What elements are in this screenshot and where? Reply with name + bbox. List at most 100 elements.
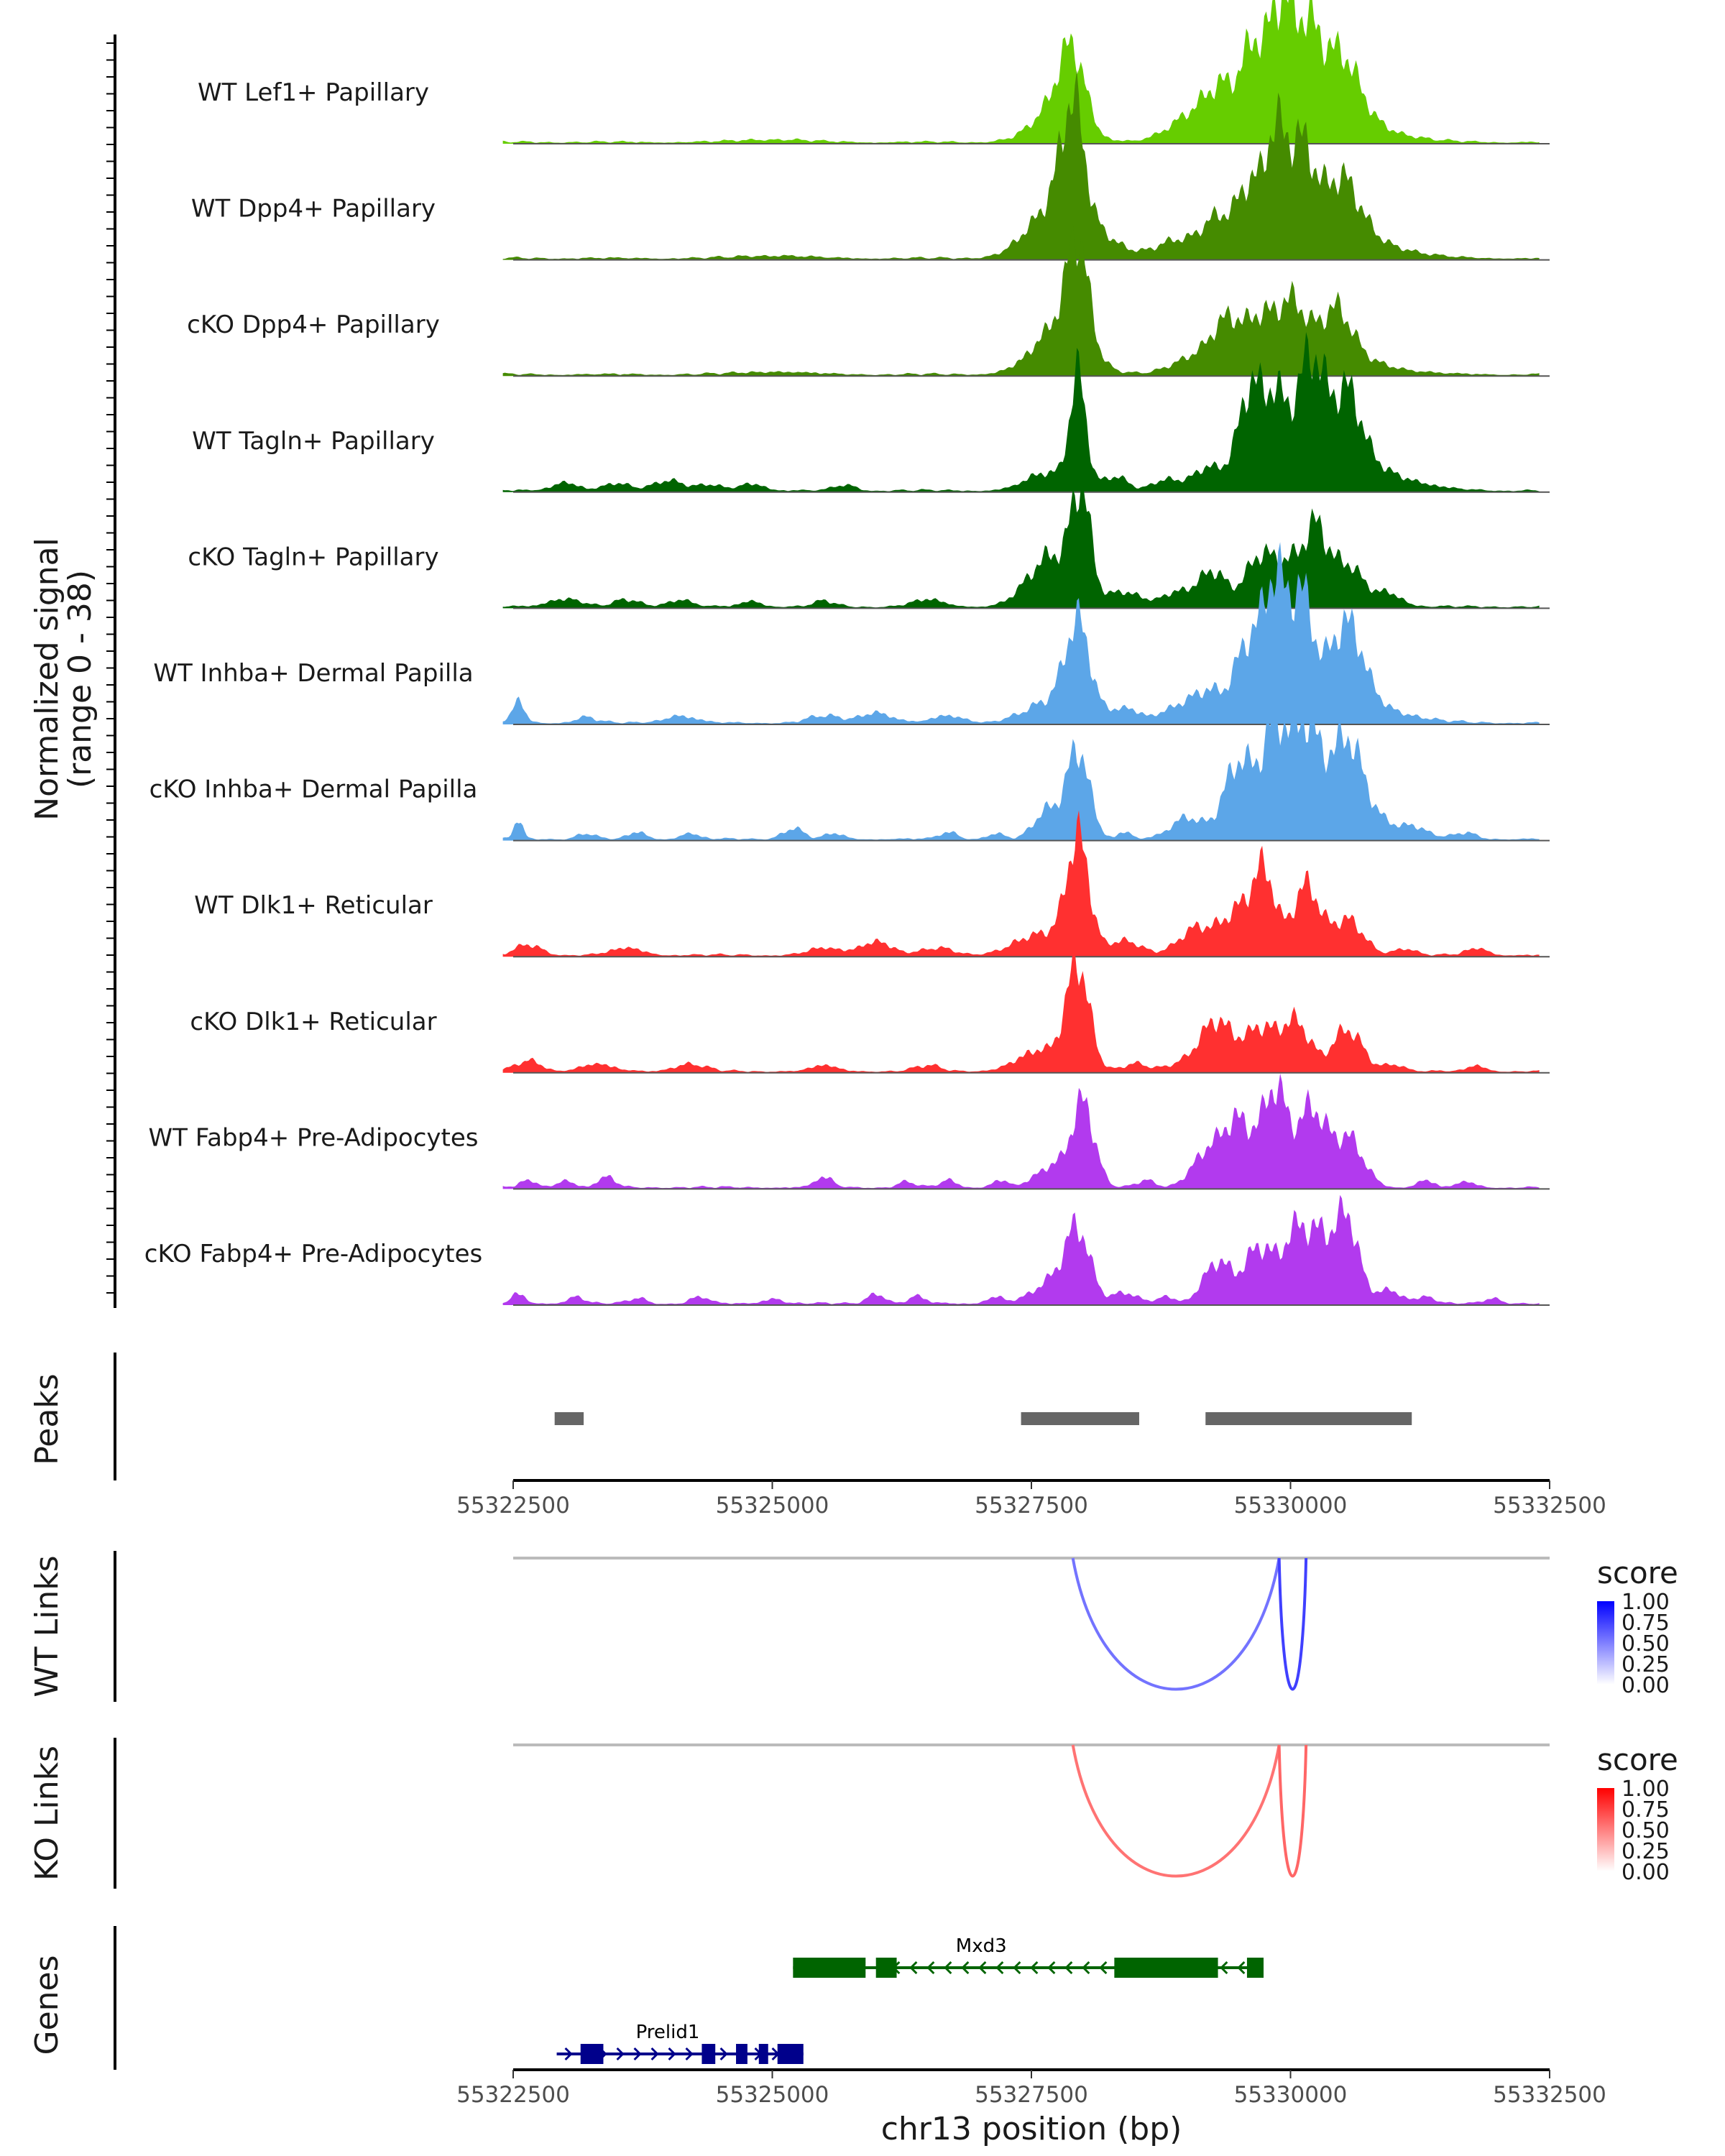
strand-arrow [1064, 1961, 1073, 1975]
coverage-area [502, 697, 1540, 841]
x-tick-label: 55330000 [1234, 2082, 1348, 2108]
link-arc [1071, 1744, 1281, 1878]
coverage-track: WT Dpp4+ Papillary [191, 70, 1550, 261]
legend-tick-label: 0.00 [1622, 1860, 1670, 1885]
track-label: WT Inhba+ Dermal Papilla [153, 659, 473, 688]
legend-tick-label: 0.50 [1622, 1631, 1670, 1657]
legend-tick-label: 0.25 [1622, 1652, 1670, 1677]
coverage-area [502, 0, 1540, 144]
x-tick-label: 55325000 [716, 1493, 829, 1519]
x-tick-label: 55322500 [456, 2082, 570, 2108]
gene-exon [702, 2044, 716, 2064]
peak-region [554, 1412, 584, 1425]
strand-arrow [944, 1961, 952, 1975]
track-label: cKO Dlk1+ Reticular [190, 1008, 436, 1036]
coverage-area [502, 950, 1540, 1073]
strand-arrow [1220, 1961, 1228, 1975]
strand-arrow [719, 2047, 728, 2061]
track-label: cKO Fabp4+ Pre-Adipocytes [144, 1240, 483, 1268]
coverage-y-ticks [106, 42, 115, 1294]
y-axis-title: Normalized signal [29, 538, 65, 821]
track-label: cKO Dpp4+ Papillary [187, 310, 440, 339]
gene-exon [777, 2044, 804, 2064]
gene-exon [875, 1958, 897, 1978]
legend-tick-label: 0.00 [1622, 1673, 1670, 1698]
peak-region [1021, 1412, 1139, 1425]
peak-regions [554, 1412, 1412, 1425]
coverage-area [502, 1073, 1540, 1189]
track-label: WT Fabp4+ Pre-Adipocytes [149, 1123, 479, 1152]
x-tick-label: 55325000 [716, 2082, 829, 2108]
coverage-track: cKO Dlk1+ Reticular [190, 950, 1550, 1074]
x-axis-lower: 55322500 55325000 55327500 55330000 55332500 [456, 2068, 1606, 2108]
legend-tick-label: 0.75 [1622, 1611, 1670, 1636]
x-tick-label: 55322500 [456, 1493, 570, 1519]
strand-arrow [564, 2047, 573, 2061]
link-track-label: KO Links [29, 1746, 65, 1881]
track-label: cKO Inhba+ Dermal Papilla [150, 775, 478, 804]
strand-arrow [1237, 1961, 1246, 1975]
gene-name-label: Prelid1 [636, 2022, 700, 2043]
x-tick-label: 55332500 [1493, 1493, 1606, 1519]
coverage-track: WT Tagln+ Papillary [192, 332, 1550, 493]
gene-exon [580, 2044, 604, 2064]
coverage-track: cKO Fabp4+ Pre-Adipocytes [144, 1194, 1550, 1306]
legend-tick-label: 1.00 [1622, 1590, 1670, 1615]
coverage-track: cKO Inhba+ Dermal Papilla [150, 697, 1550, 842]
x-tick-label: 55330000 [1234, 1493, 1348, 1519]
coverage-area [502, 810, 1540, 957]
link-track-label: WT Links [29, 1555, 65, 1697]
link-arc [1071, 1557, 1281, 1691]
coverage-tracks: WT Lef1+ Papillary WT Dpp4+ Papillary cKO … [144, 0, 1550, 1306]
strand-arrow [1047, 1961, 1056, 1975]
x-axis-upper: 55322500 55325000 55327500 55330000 55332500 [456, 1479, 1606, 1519]
gene-model: Prelid1 [556, 2022, 804, 2064]
coverage-area [502, 224, 1540, 377]
legend-tick-label: 0.75 [1622, 1797, 1670, 1823]
x-tick-label: 55332500 [1493, 2082, 1606, 2108]
track-label: WT Lef1+ Papillary [198, 78, 429, 107]
link-arc [1277, 1744, 1308, 1878]
legend-colorbar [1597, 1601, 1614, 1685]
coverage-track: WT Fabp4+ Pre-Adipocytes [149, 1073, 1550, 1190]
peak-region [1205, 1412, 1412, 1425]
genes-track-label: Genes [29, 1955, 65, 2055]
strand-arrow [995, 1961, 1004, 1975]
strand-arrow [978, 1961, 987, 1975]
strand-arrow [1013, 1961, 1021, 1975]
gene-models: Mxd3 Prelid1 [556, 1935, 1264, 2064]
coverage-track: cKO Tagln+ Papillary [188, 481, 1550, 609]
strand-arrow [1082, 1961, 1090, 1975]
x-tick-label: 55327500 [975, 1493, 1088, 1519]
legend-tick-label: 1.00 [1622, 1777, 1670, 1802]
strand-arrow [1099, 1961, 1108, 1975]
gene-exon [758, 2044, 768, 2064]
strand-arrow [961, 1961, 970, 1975]
x-axis-title: chr13 position (bp) [881, 2111, 1182, 2147]
link-arc [1277, 1557, 1308, 1691]
strand-arrow [650, 2047, 659, 2061]
gene-name-label: Mxd3 [956, 1935, 1007, 1957]
strand-arrow [616, 2047, 625, 2061]
track-label: WT Dlk1+ Reticular [194, 891, 433, 920]
strand-arrow [668, 2047, 676, 2061]
coverage-area [502, 542, 1540, 724]
coverage-area [502, 1194, 1540, 1305]
coverage-area [502, 481, 1540, 609]
strand-arrow [633, 2047, 642, 2061]
coverage-area [502, 70, 1540, 260]
y-axis-range: (range 0 - 38) [62, 570, 98, 788]
strand-arrow [909, 1961, 918, 1975]
legend-title: score [1597, 1742, 1678, 1777]
legend-title: score [1597, 1555, 1678, 1590]
coverage-track: WT Dlk1+ Reticular [194, 810, 1550, 958]
gene-exon [1246, 1958, 1264, 1978]
gene-model: Mxd3 [793, 1935, 1264, 1978]
gene-exon [793, 1958, 866, 1978]
coverage-area [502, 332, 1540, 492]
coverage-track: WT Lef1+ Papillary [198, 0, 1550, 144]
